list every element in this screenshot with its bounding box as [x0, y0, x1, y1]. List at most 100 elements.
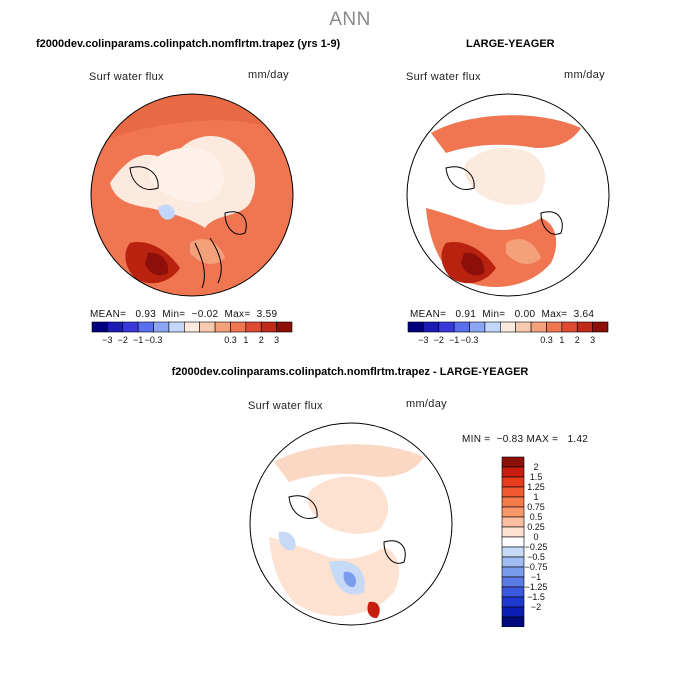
colorbar-tick-label: 1.5	[530, 472, 543, 482]
colorbar-swatch	[501, 496, 525, 508]
panel1-units: mm/day	[248, 69, 289, 81]
colorbar-swatch	[407, 321, 424, 333]
panel3-polar-map	[249, 422, 453, 626]
colorbar-tick-label: −1	[133, 335, 143, 345]
colorbar-tick-label: 2	[575, 335, 580, 345]
panel2-title: LARGE-YEAGER	[466, 38, 555, 50]
colorbar-swatch	[153, 321, 170, 333]
colorbar-swatch	[530, 321, 547, 333]
colorbar-swatch	[501, 596, 525, 608]
colorbar-tick-label: 3	[274, 335, 279, 345]
colorbar-swatch	[515, 321, 532, 333]
colorbar-tick-label: 0.5	[530, 512, 543, 522]
colorbar-tick-label: 1.25	[527, 482, 545, 492]
colorbar-tick-label: −2	[434, 335, 444, 345]
colorbar-swatch	[501, 546, 525, 558]
colorbar-tick-label: −1.25	[525, 582, 548, 592]
colorbar-tick-label: 1	[243, 335, 248, 345]
colorbar-swatch	[501, 616, 525, 627]
panel1-colorbar: −3 −2 −1 −0.3 0.3 1 2 3	[91, 321, 293, 345]
colorbar-swatch	[501, 506, 525, 518]
panel1-stats: MEAN= 0.93 Min= −0.02 Max= 3.59	[90, 309, 278, 320]
panel3-colorbar: 21.51.2510.750.50.250−0.25−0.5−0.75−1−1.…	[501, 456, 548, 627]
panel3-stats: MIN = −0.83 MAX = 1.42	[462, 434, 589, 445]
map3-north-pacific-band	[274, 444, 424, 482]
colorbar-swatch	[576, 321, 593, 333]
map2-north-atlantic-core	[461, 252, 485, 276]
main-title: ANN	[329, 9, 371, 30]
panel1-variable: Surf water flux	[89, 71, 164, 83]
colorbar-swatch	[501, 516, 525, 528]
map1-pole-region	[148, 147, 225, 203]
colorbar-swatch	[501, 486, 525, 498]
colorbar-tick-label: 0.25	[527, 522, 545, 532]
panel2-stats: MEAN= 0.91 Min= 0.00 Max= 3.64	[410, 309, 595, 320]
colorbar-swatch	[501, 586, 525, 598]
colorbar-tick-label: −0.3	[145, 335, 163, 345]
colorbar-tick-label: 0.3	[540, 335, 553, 345]
panel2-polar-map	[406, 93, 610, 297]
colorbar-swatch	[122, 321, 139, 333]
colorbar-swatch	[500, 321, 516, 333]
colorbar-swatch	[592, 321, 609, 333]
colorbar-swatch	[501, 456, 525, 468]
colorbar-swatch	[546, 321, 563, 333]
colorbar-tick-label: 1	[559, 335, 564, 345]
colorbar-swatch	[107, 321, 124, 333]
colorbar-tick-label: −0.75	[525, 562, 548, 572]
map3-arctic-ocean	[307, 476, 389, 534]
map2-boundary	[406, 93, 610, 297]
map3-hudson-bay-bias	[278, 531, 296, 551]
panel3-title: f2000dev.colinparams.colinpatch.nomflrtm…	[171, 366, 529, 378]
colorbar-tick-label: 1	[533, 492, 538, 502]
colorbar-swatch	[423, 321, 440, 333]
map1-north-atlantic-core	[145, 252, 169, 276]
colorbar-swatch	[453, 321, 470, 333]
panel3-variable: Surf water flux	[248, 400, 323, 412]
colorbar-swatch	[276, 321, 293, 333]
map2-nordic-seas	[506, 238, 541, 265]
map3-boundary	[249, 422, 453, 626]
panel2-units: mm/day	[564, 69, 605, 81]
colorbar-swatch	[501, 606, 525, 618]
colorbar-swatch	[501, 466, 525, 478]
colorbar-tick-label: −1.5	[527, 592, 545, 602]
map3-coastlines	[288, 495, 406, 564]
colorbar-tick-label: 0	[533, 532, 538, 542]
map3-negative-bias-core	[343, 571, 356, 588]
colorbar-tick-label: −0.5	[527, 552, 545, 562]
colorbar-tick-label: −3	[102, 335, 112, 345]
map2-coastlines	[445, 166, 563, 235]
colorbar-swatch	[501, 526, 525, 538]
colorbar-swatch	[245, 321, 262, 333]
colorbar-swatch	[438, 321, 455, 333]
colorbar-tick-label: −1	[531, 572, 541, 582]
colorbar-swatch	[484, 321, 501, 333]
panel2-colorbar: −3 −2 −1 −0.3 0.3 1 2 3	[407, 321, 609, 345]
map2-arctic-ocean	[464, 147, 546, 205]
colorbar-tick-label: −3	[418, 335, 428, 345]
colorbar-swatch	[260, 321, 277, 333]
colorbar-tick-label: −0.25	[525, 542, 548, 552]
colorbar-swatch	[469, 321, 486, 333]
colorbar-swatch	[561, 321, 578, 333]
map1-nordic-seas	[190, 238, 225, 265]
panel1-title: f2000dev.colinparams.colinpatch.nomflrtm…	[36, 38, 341, 50]
colorbar-tick-label: 0.3	[224, 335, 237, 345]
colorbar-swatch	[501, 536, 525, 548]
colorbar-swatch	[137, 321, 154, 333]
colorbar-swatch	[501, 476, 525, 488]
panel1-polar-map	[90, 93, 294, 297]
colorbar-swatch	[501, 556, 525, 568]
colorbar-tick-label: 0.75	[527, 502, 545, 512]
colorbar-swatch	[214, 321, 231, 333]
colorbar-tick-label: −1	[449, 335, 459, 345]
colorbar-tick-label: −2	[118, 335, 128, 345]
colorbar-tick-label: −0.3	[461, 335, 479, 345]
colorbar-swatch	[501, 576, 525, 588]
colorbar-swatch	[168, 321, 185, 333]
colorbar-tick-label: 2	[259, 335, 264, 345]
colorbar-tick-label: −2	[531, 602, 541, 612]
panel3-units: mm/day	[406, 398, 447, 410]
colorbar-swatch	[230, 321, 247, 333]
